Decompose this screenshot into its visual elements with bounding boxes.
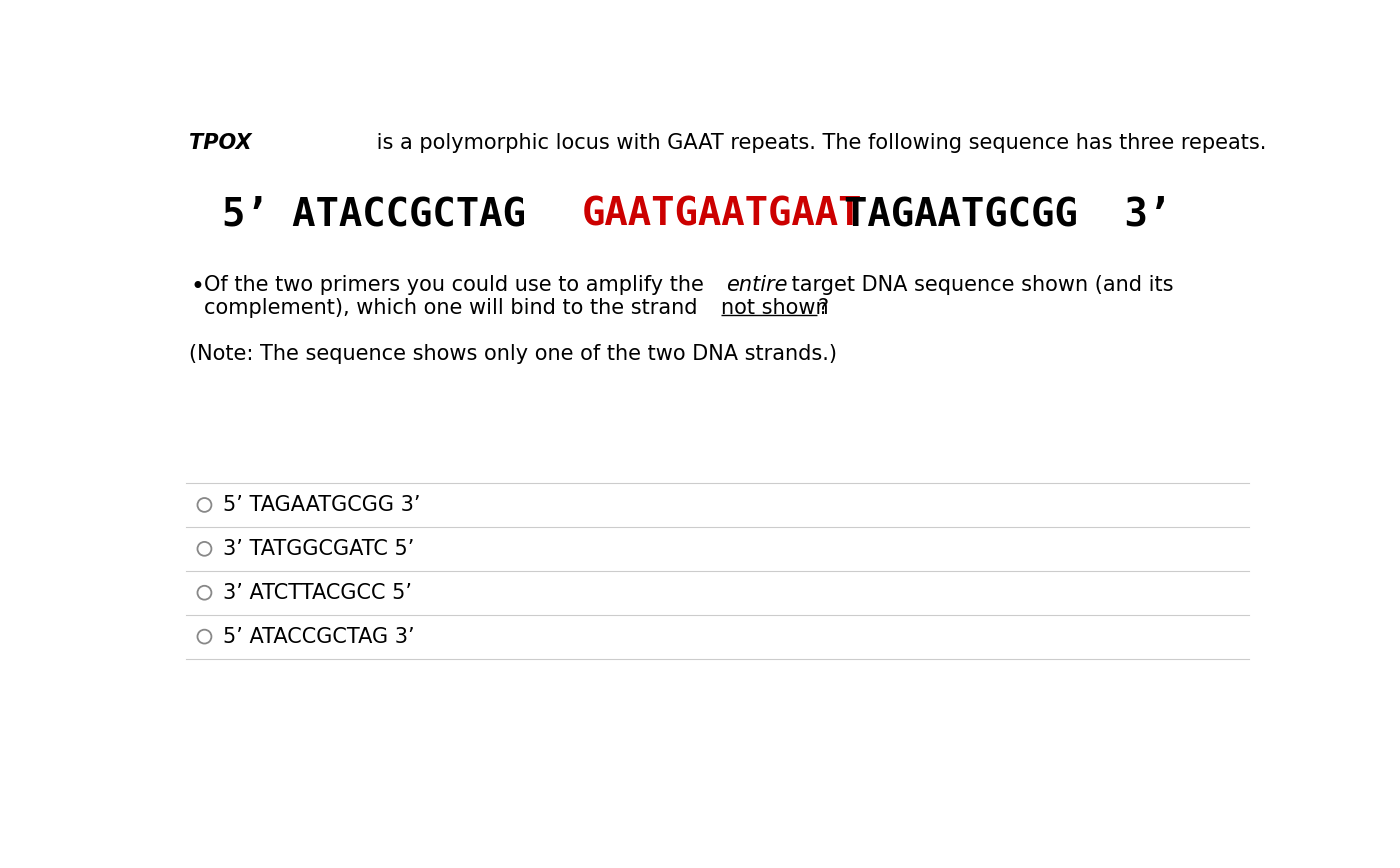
Text: (Note: The sequence shows only one of the two DNA strands.): (Note: The sequence shows only one of th… <box>189 345 837 365</box>
Text: •: • <box>190 275 204 299</box>
Text: ?: ? <box>818 299 829 319</box>
Text: entire: entire <box>727 275 787 295</box>
Text: 3’ ATCTTACGCC 5’: 3’ ATCTTACGCC 5’ <box>223 582 412 602</box>
Text: GAATGAATGAAT: GAATGAATGAAT <box>582 195 862 233</box>
Text: TAGAATGCGG  3’: TAGAATGCGG 3’ <box>844 195 1170 233</box>
Text: target DNA sequence shown (and its: target DNA sequence shown (and its <box>785 275 1173 295</box>
Text: 3’ TATGGCGATC 5’: 3’ TATGGCGATC 5’ <box>223 539 414 559</box>
Text: 5’ TAGAATGCGG 3’: 5’ TAGAATGCGG 3’ <box>223 495 420 515</box>
Text: is a polymorphic locus with GAAT repeats. The following sequence has three repea: is a polymorphic locus with GAAT repeats… <box>370 134 1267 154</box>
Text: complement), which one will bind to the strand: complement), which one will bind to the … <box>204 299 704 319</box>
Text: not shown: not shown <box>721 299 829 319</box>
Text: 5’ ATACCGCTAG 3’: 5’ ATACCGCTAG 3’ <box>223 627 414 647</box>
Text: TPOX: TPOX <box>189 134 252 154</box>
Text: Of the two primers you could use to amplify the: Of the two primers you could use to ampl… <box>204 275 711 295</box>
Text: 5’ ATACCGCTAG: 5’ ATACCGCTAG <box>221 195 525 233</box>
